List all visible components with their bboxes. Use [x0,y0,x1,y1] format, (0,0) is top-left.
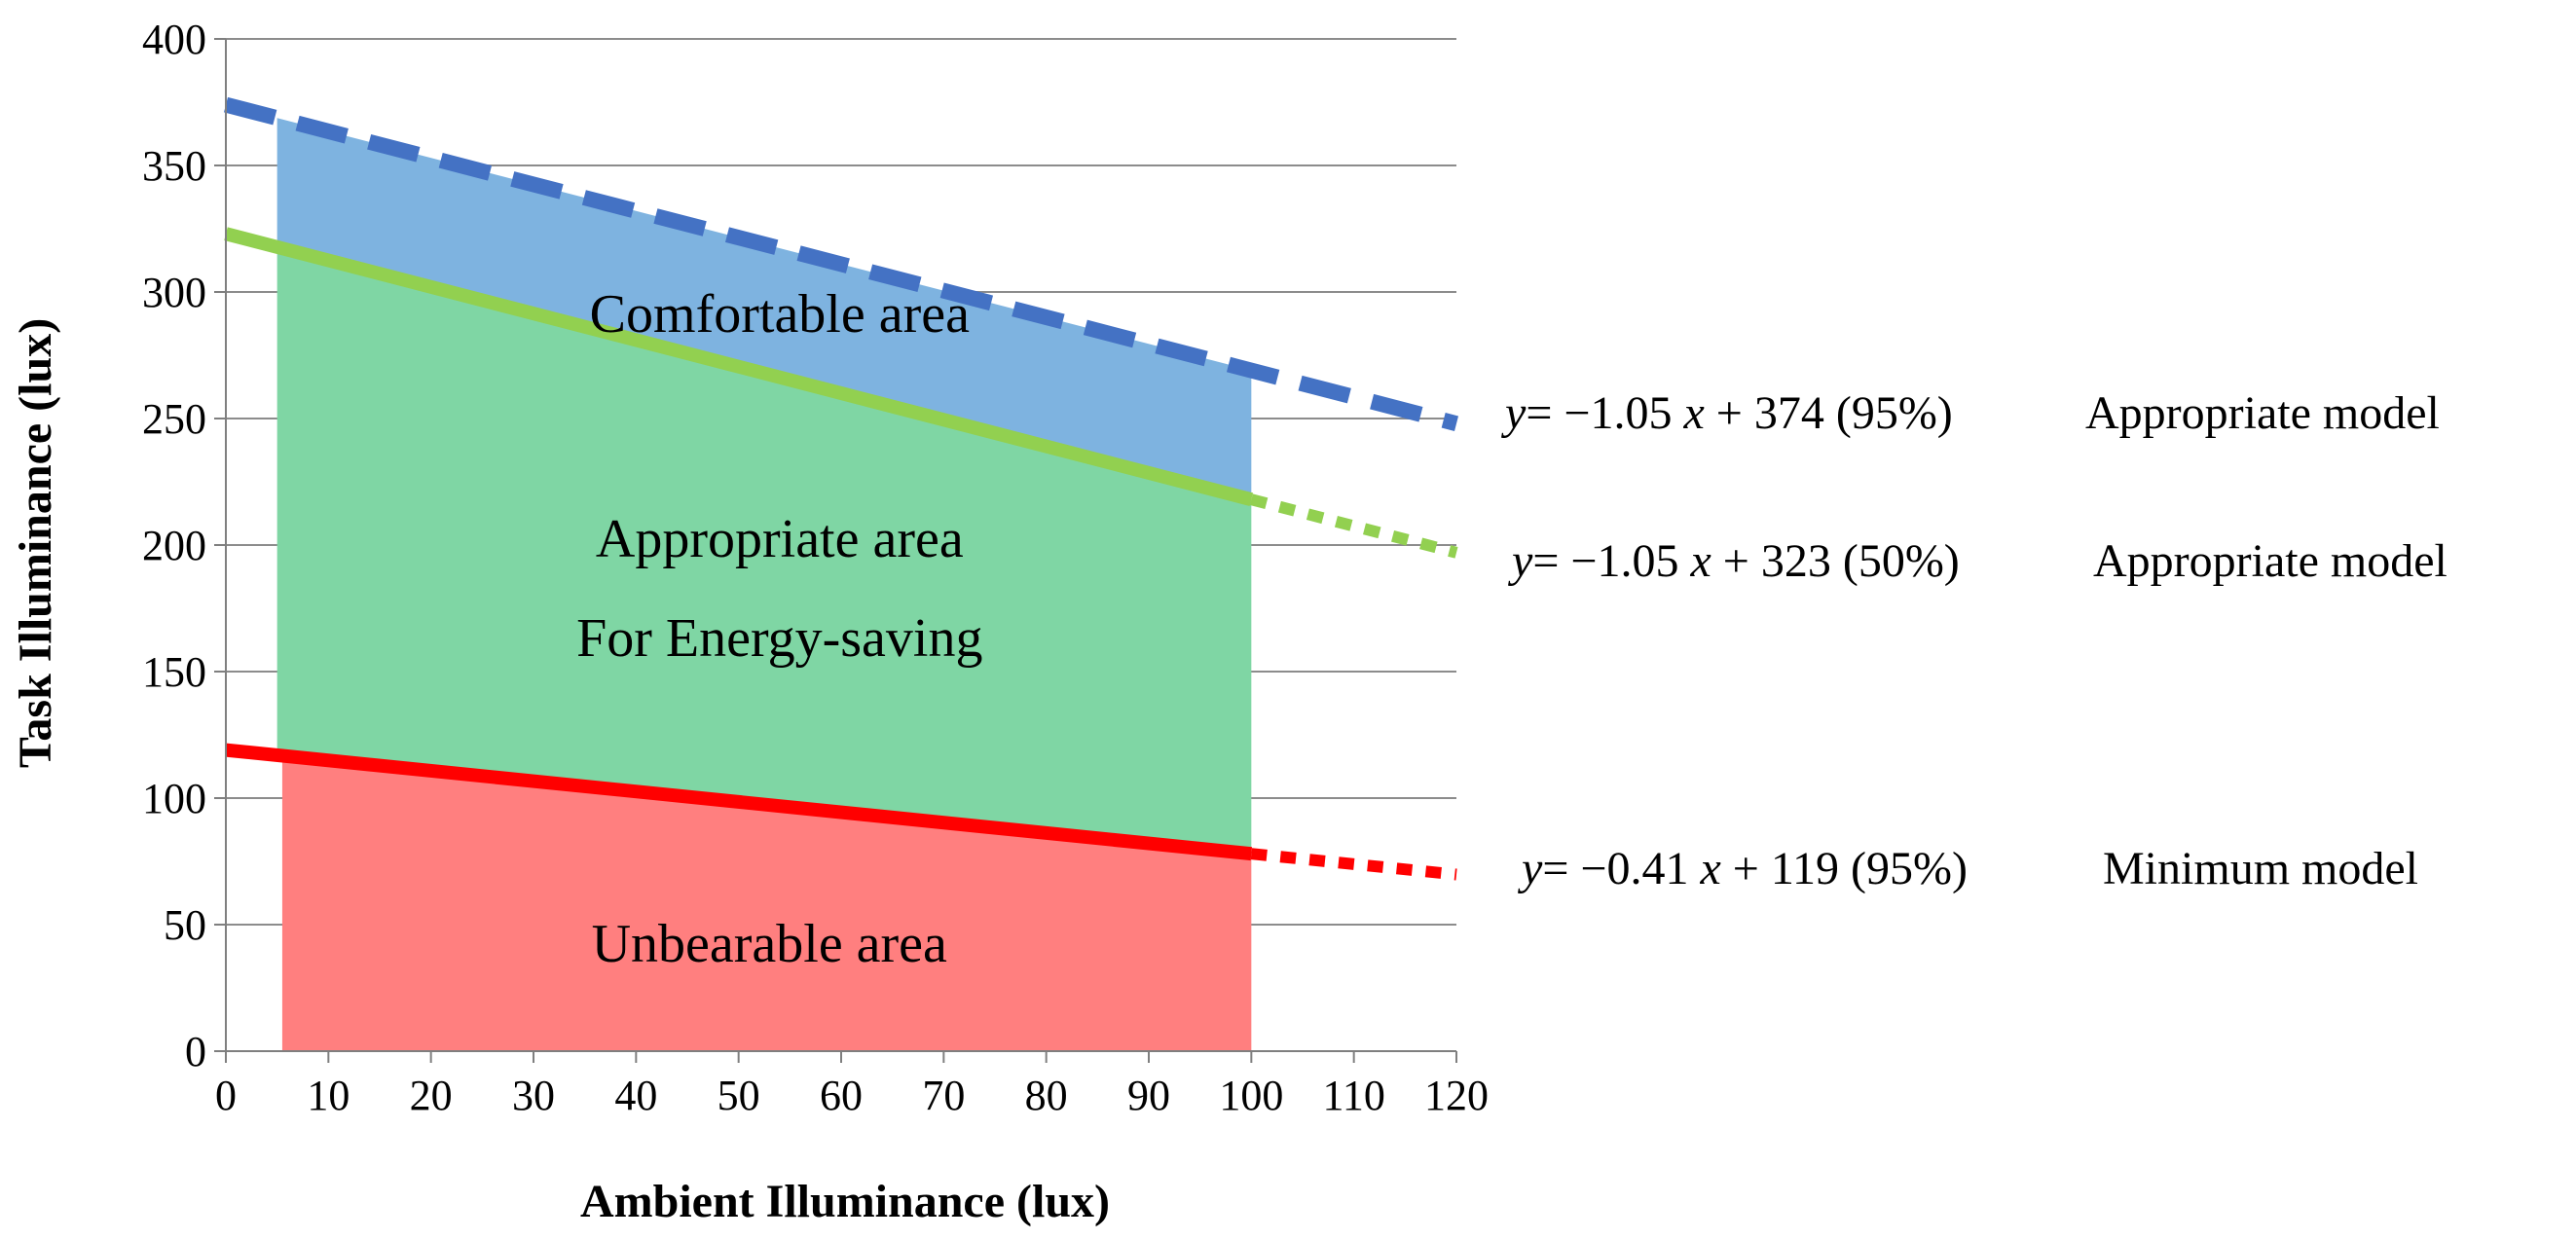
equation-y-var: y [1500,387,1527,439]
x-tick-label: 70 [922,1072,965,1119]
area-fills [276,118,1252,1051]
area-label-line: Comfortable area [590,284,970,345]
x-tick-label: 80 [1025,1072,1068,1119]
equation-coefficient: = −1.05 [1532,535,1690,587]
area-label-line: Unbearable area [592,914,947,974]
equation-intercept: + 323 (50%) [1711,535,1960,587]
equation-label: y= −0.41 x + 119 (95%) [1517,843,1968,894]
x-tick-label: 100 [1219,1072,1283,1119]
equation-intercept: + 374 (95%) [1705,387,1953,439]
model-label: Appropriate model [2093,535,2447,587]
x-tick-labels: 0 10 20 30 40 50 60 70 80 90 100 110 120 [215,1072,1489,1119]
area-label-appropriate: Appropriate area For Energy-saving [576,509,982,669]
equation-y-var: y [1507,535,1533,587]
equation-coefficient: = −1.05 [1526,387,1683,439]
x-tick-label: 120 [1424,1072,1489,1119]
area-comfortable-area [276,118,1252,500]
x-axis-title: Ambient Illuminance (lux) [580,1176,1110,1227]
equation-y-var: y [1517,843,1543,894]
x-tick-label: 50 [718,1072,760,1119]
y-tick-labels: 0 50 100 150 200 250 300 350 400 [142,16,206,1075]
y-tick-label: 300 [142,269,206,316]
series-line-1-dotted [1249,493,1458,559]
x-tick-label: 110 [1322,1072,1384,1119]
series-line-1-solid [224,227,1254,506]
area-label-unbearable: Unbearable area [592,914,947,974]
y-tick-label: 250 [142,395,206,443]
x-tick-label: 40 [614,1072,657,1119]
area-label-line: For Energy-saving [576,608,982,669]
y-tick-label: 150 [142,648,206,696]
series-line-0 [223,96,1459,431]
model-lines [223,96,1459,881]
y-tick-label: 350 [142,142,206,190]
equation-label: y= −1.05 x + 374 (95%) [1500,387,1953,439]
x-tick-label: 0 [215,1072,237,1119]
equation-x-var: x [1699,843,1720,894]
x-tick-label: 20 [410,1072,453,1119]
axes [214,38,1457,1063]
x-tick-label: 60 [820,1072,863,1119]
equation-coefficient: = −0.41 [1542,843,1700,894]
x-tick-label: 10 [307,1072,350,1119]
equation-x-var: x [1689,535,1711,587]
area-label-line: Appropriate area [596,509,964,569]
model-label: Minimum model [2103,843,2418,894]
equation-intercept: + 119 (95%) [1721,843,1968,894]
y-tick-label: 0 [185,1028,206,1075]
area-label-comfortable: Comfortable area [590,284,970,345]
y-tick-label: 100 [142,775,206,822]
y-tick-label: 200 [142,522,206,569]
y-tick-label: 400 [142,16,206,63]
equation-labels: y= −1.05 x + 374 (95%) Appropriate modely… [1500,387,2447,894]
x-tick-label: 30 [512,1072,555,1119]
area-appropriate-area [276,246,1252,855]
y-axis-title: Task Illuminance (lux) [10,318,61,768]
equation-label: y= −1.05 x + 323 (50%) [1507,535,1960,587]
series-line-2-dotted [1250,848,1457,881]
area-labels: Comfortable area Appropriate area For Ener… [576,284,982,974]
x-tick-label: 90 [1127,1072,1170,1119]
model-label: Appropriate model [2085,387,2440,439]
equation-x-var: x [1682,387,1704,439]
series-line-2-solid [225,743,1253,861]
y-tick-label: 50 [164,901,206,949]
